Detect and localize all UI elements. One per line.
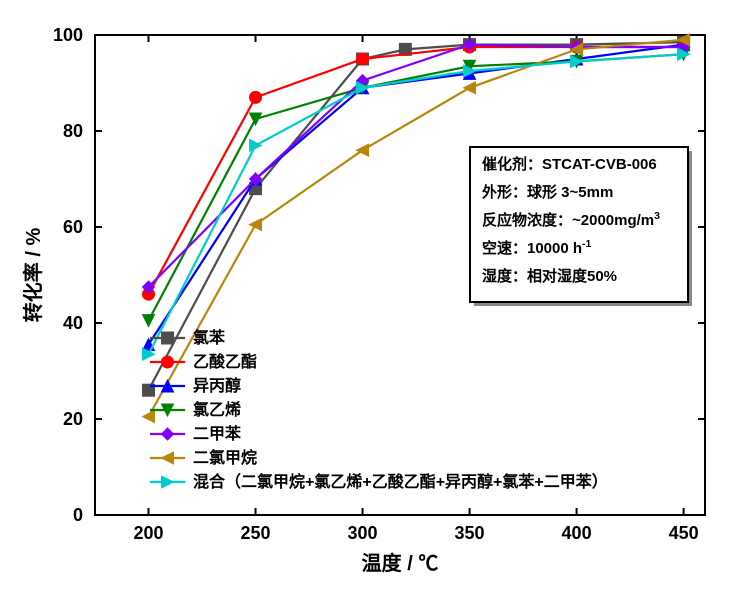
svg-text:混合（二氯甲烷+氯乙烯+乙酸乙酯+异丙醇+氯苯+二甲苯）: 混合（二氯甲烷+氯乙烯+乙酸乙酯+异丙醇+氯苯+二甲苯） <box>193 472 608 491</box>
svg-text:催化剂：STCAT-CVB-006: 催化剂：STCAT-CVB-006 <box>482 155 657 173</box>
svg-text:60: 60 <box>63 217 83 237</box>
svg-text:乙酸乙酯: 乙酸乙酯 <box>193 352 257 371</box>
legend-item: 二氯甲烷 <box>150 448 257 467</box>
svg-text:350: 350 <box>455 523 485 543</box>
svg-text:空速：10000 h-1: 空速：10000 h-1 <box>482 238 592 257</box>
svg-text:0: 0 <box>73 505 83 525</box>
svg-text:200: 200 <box>133 523 163 543</box>
svg-text:450: 450 <box>669 523 699 543</box>
conversion-chart: 200 250 300 350 400 450 0 20 40 60 80 100 温度 / ℃ 转化率 … <box>0 0 756 610</box>
svg-text:温度 / ℃: 温度 / ℃ <box>362 551 439 575</box>
svg-text:异丙醇: 异丙醇 <box>193 376 241 395</box>
svg-text:20: 20 <box>63 409 83 429</box>
svg-text:转化率 / %: 转化率 / % <box>21 228 45 323</box>
svg-text:100: 100 <box>53 25 83 45</box>
chart-container: 200 250 300 350 400 450 0 20 40 60 80 100 温度 / ℃ 转化率 … <box>0 0 756 610</box>
svg-text:湿度：相对湿度50%: 湿度：相对湿度50% <box>482 267 617 285</box>
svg-text:氯乙烯: 氯乙烯 <box>193 400 241 419</box>
legend-item: 异丙醇 <box>150 376 241 395</box>
legend-item: 氯乙烯 <box>150 400 241 419</box>
svg-text:氯苯: 氯苯 <box>193 328 226 347</box>
svg-text:二甲苯: 二甲苯 <box>193 424 242 443</box>
svg-text:反应物浓度：~2000mg/m3: 反应物浓度：~2000mg/m3 <box>482 210 660 229</box>
svg-text:二氯甲烷: 二氯甲烷 <box>193 448 257 467</box>
legend-item: 混合（二氯甲烷+氯乙烯+乙酸乙酯+异丙醇+氯苯+二甲苯） <box>150 472 608 491</box>
legend-item: 二甲苯 <box>150 424 242 443</box>
svg-text:80: 80 <box>63 121 83 141</box>
svg-text:400: 400 <box>562 523 592 543</box>
svg-text:外形：球形 3~5mm: 外形：球形 3~5mm <box>481 183 613 201</box>
svg-text:40: 40 <box>63 313 83 333</box>
svg-text:300: 300 <box>348 523 378 543</box>
svg-text:250: 250 <box>241 523 271 543</box>
